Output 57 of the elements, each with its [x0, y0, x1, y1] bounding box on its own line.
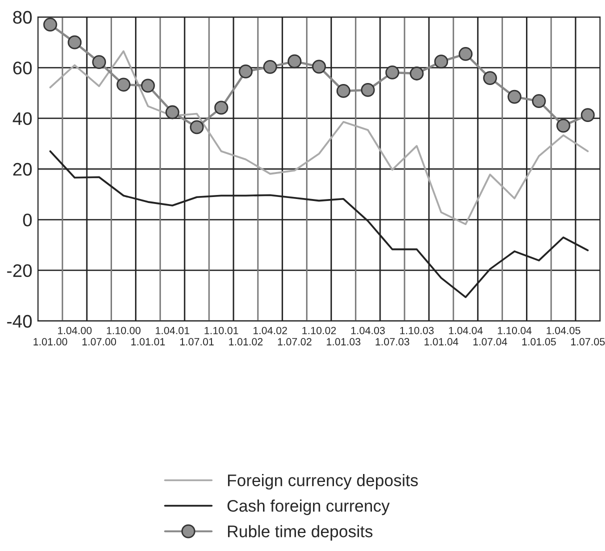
- y-tick-label: -40: [7, 314, 32, 328]
- x-tick-label: 1.07.02: [278, 338, 312, 346]
- x-tick-label: 1.10.00: [106, 326, 140, 334]
- x-tick-label: 1.10.01: [204, 326, 238, 334]
- x-tick-label: 1.01.00: [34, 338, 68, 346]
- legend-label: Ruble time deposits: [228, 525, 372, 541]
- point: [141, 78, 155, 93]
- x-tick-label: 1.01.01: [131, 338, 165, 346]
- x-tick-label: 1.07.05: [571, 338, 605, 346]
- point: [190, 120, 204, 134]
- y-tick-label: 0: [23, 214, 32, 226]
- y-tick-label: 60: [13, 62, 32, 74]
- point: [532, 94, 546, 108]
- legend-label: Cash foreign currency: [228, 500, 390, 516]
- x-tick-label: 1.10.03: [400, 326, 434, 334]
- point: [458, 47, 473, 61]
- x-tick-label: 1.04.02: [254, 326, 287, 334]
- x-tick-label: 1.10.02: [302, 326, 336, 334]
- line-series: [49, 50, 589, 226]
- x-tick-label: 1.01.05: [522, 338, 556, 346]
- point: [165, 105, 180, 120]
- y-tick-label: 40: [12, 112, 32, 126]
- point: [434, 54, 448, 69]
- x-tick-label: 1.07.01: [180, 338, 214, 346]
- point: [238, 64, 253, 78]
- point: [556, 118, 570, 133]
- point: [508, 90, 522, 104]
- point: [43, 18, 58, 32]
- y-tick-label: -20: [7, 264, 32, 278]
- x-tick-label: 1.04.05: [546, 326, 580, 334]
- x-tick-label: 1.01.03: [326, 338, 360, 346]
- x-tick-label: 1.04.03: [351, 326, 385, 334]
- x-tick-label: 1.04.01: [156, 326, 190, 334]
- point: [385, 66, 400, 80]
- y-tick-label: 80: [13, 10, 32, 24]
- x-tick-label: 1.07.03: [376, 338, 410, 346]
- x-tick-label: 1.01.04: [424, 338, 458, 346]
- point: [312, 60, 326, 74]
- x-tick-label: 1.07.04: [473, 338, 508, 346]
- point: [483, 71, 497, 85]
- x-tick-label: 1.07.00: [82, 338, 116, 346]
- x-tick-label: 1.01.02: [229, 338, 263, 346]
- point: [263, 60, 278, 74]
- x-tick-label: 1.10.04: [498, 326, 532, 334]
- legend-label: Foreign currency deposits: [228, 474, 418, 490]
- point: [580, 108, 595, 122]
- point: [68, 35, 82, 50]
- point: [360, 83, 375, 97]
- y-tick-label: 20: [13, 162, 32, 176]
- point: [288, 54, 302, 68]
- x-tick-label: 1.04.00: [58, 326, 92, 334]
- point: [214, 100, 228, 115]
- point: [116, 78, 130, 92]
- x-tick-label: 1.04.04: [449, 326, 483, 334]
- point: [92, 55, 106, 70]
- point: [410, 66, 424, 80]
- point: [336, 84, 350, 98]
